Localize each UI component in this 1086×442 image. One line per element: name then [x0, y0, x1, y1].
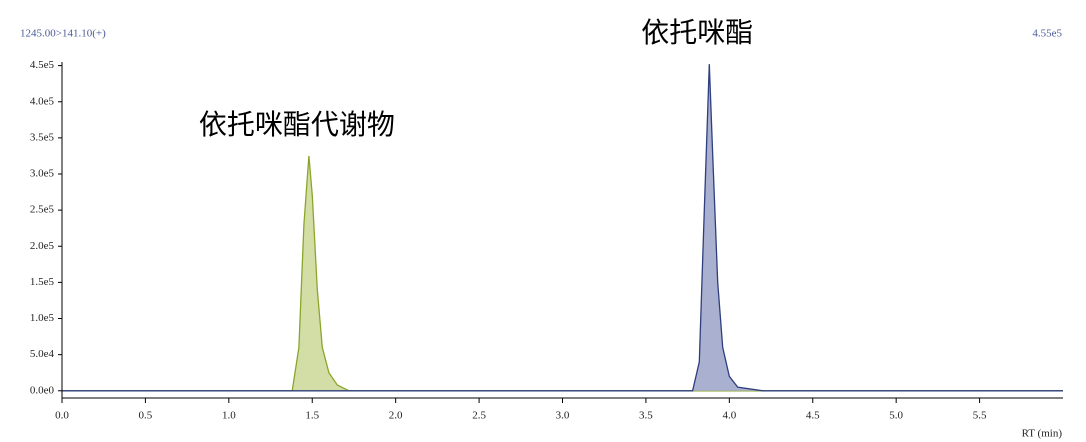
x-tick-label: 5.0	[889, 410, 903, 422]
trace-line	[62, 64, 1063, 392]
peak-label: 依托咪酯代谢物	[199, 108, 395, 141]
trace-line	[62, 155, 1063, 392]
y-tick-label: 4.0e5	[30, 95, 55, 107]
x-tick-label: 4.5	[806, 410, 820, 422]
x-tick-label: 1.0	[222, 410, 236, 422]
max-intensity: 4.55e5	[1032, 28, 1062, 40]
y-tick-label: 1.0e5	[30, 312, 55, 324]
x-tick-label: 4.0	[722, 410, 736, 422]
x-tick-label: 0.5	[139, 410, 153, 422]
y-tick-label: 2.0e5	[30, 240, 55, 252]
y-tick-label: 5.0e4	[30, 348, 55, 360]
peak-label: 依托咪酯	[641, 16, 753, 49]
x-tick-label: 2.5	[472, 410, 486, 422]
x-axis-label: RT (min)	[1022, 428, 1063, 440]
peak-area	[62, 155, 1063, 391]
y-tick-label: 4.5e5	[30, 59, 55, 71]
x-tick-label: 1.5	[305, 410, 319, 422]
x-tick-label: 5.5	[973, 410, 987, 422]
y-tick-label: 3.5e5	[30, 131, 55, 143]
x-tick-label: 3.0	[556, 410, 570, 422]
x-tick-label: 2.0	[389, 410, 403, 422]
y-tick-label: 1.5e5	[30, 276, 55, 288]
y-tick-label: 3.0e5	[30, 168, 55, 180]
chart-title: 1245.00>141.10(+)	[20, 28, 106, 40]
y-tick-label: 0.0e0	[30, 384, 55, 396]
y-tick-label: 2.5e5	[30, 204, 55, 216]
x-tick-label: 3.5	[639, 410, 653, 422]
x-tick-label: 0.0	[55, 410, 69, 422]
